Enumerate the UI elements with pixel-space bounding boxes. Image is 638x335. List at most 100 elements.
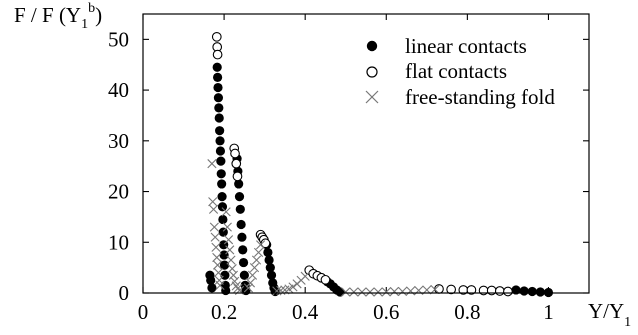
svg-text:Y/Y1: Y/Y1 — [588, 299, 631, 330]
point-free-standing-fold — [288, 282, 298, 292]
point-free-standing-fold — [251, 255, 262, 265]
point-linear-contacts — [217, 202, 228, 212]
point-linear-contacts — [236, 219, 246, 230]
point-linear-contacts — [219, 260, 230, 270]
point-free-standing-fold — [357, 287, 367, 297]
point-free-standing-fold — [272, 286, 282, 296]
point-free-standing-fold — [225, 245, 235, 255]
point-linear-contacts — [212, 62, 222, 72]
point-flat-contacts — [466, 285, 477, 295]
point-flat-contacts — [230, 148, 240, 159]
point-linear-contacts — [263, 247, 273, 258]
legend-label-fold: free-standing fold — [405, 85, 555, 109]
x-tick-label: 0.4 — [292, 300, 319, 324]
legend-marker-flat — [366, 66, 378, 78]
y-axis-label-sup: b — [88, 1, 95, 16]
point-free-standing-fold — [228, 270, 239, 280]
point-linear-contacts — [264, 255, 274, 265]
point-linear-contacts — [213, 82, 223, 93]
point-free-standing-fold — [397, 286, 408, 297]
legend-label-flat: flat contacts — [405, 59, 507, 83]
point-free-standing-fold — [341, 287, 351, 297]
point-linear-contacts — [215, 126, 225, 136]
point-linear-contacts — [235, 204, 245, 214]
point-flat-contacts — [211, 31, 222, 42]
svg-text:F / F (Y1b): F / F (Y1b) — [14, 1, 102, 32]
plot-frame — [142, 13, 590, 294]
point-flat-contacts — [446, 284, 456, 295]
point-free-standing-fold — [210, 232, 220, 242]
point-free-standing-fold — [208, 204, 219, 214]
point-linear-contacts — [238, 257, 249, 268]
point-free-standing-fold — [381, 287, 391, 297]
point-linear-contacts — [217, 192, 227, 202]
y-tick-label: 50 — [108, 27, 129, 51]
legend-label-linear: linear contacts — [405, 34, 527, 58]
y-tick-label: 0 — [119, 281, 130, 305]
point-free-standing-fold — [406, 286, 416, 296]
point-flat-contacts — [503, 286, 513, 297]
point-free-standing-fold — [300, 271, 310, 281]
y-tick-label: 30 — [108, 129, 129, 153]
point-free-standing-fold — [231, 281, 241, 291]
legend-marker-fold — [365, 90, 379, 104]
point-flat-contacts — [232, 171, 243, 182]
point-linear-contacts — [265, 263, 275, 273]
point-flat-contacts — [320, 274, 331, 285]
point-free-standing-fold — [255, 240, 266, 250]
point-free-standing-fold — [249, 263, 260, 273]
point-linear-contacts — [214, 113, 224, 123]
point-linear-contacts — [217, 179, 227, 189]
point-linear-contacts — [519, 286, 529, 296]
y-axis-label-base: F / F (Y — [14, 3, 81, 27]
x-tick-label: 0.2 — [211, 300, 237, 324]
point-linear-contacts — [535, 287, 545, 297]
y-tick-label: 10 — [108, 230, 129, 254]
point-free-standing-fold — [209, 222, 219, 232]
point-linear-contacts — [527, 286, 537, 297]
y-axis-label: F / F (Y1b) — [14, 1, 102, 32]
point-linear-contacts — [239, 270, 249, 280]
point-free-standing-fold — [389, 286, 399, 297]
x-tick-label: 0.8 — [454, 300, 480, 324]
point-free-standing-fold — [349, 287, 359, 297]
y-tick-label: 20 — [108, 180, 129, 204]
point-linear-contacts — [335, 287, 345, 297]
x-axis-label-sub: 1 — [624, 315, 631, 330]
x-tick-label: 1 — [543, 300, 554, 324]
point-linear-contacts — [234, 192, 245, 202]
point-linear-contacts — [218, 214, 228, 225]
point-linear-contacts — [206, 275, 216, 285]
point-linear-contacts — [213, 72, 223, 83]
point-free-standing-fold — [253, 247, 264, 258]
point-linear-contacts — [238, 245, 248, 255]
point-free-standing-fold — [247, 270, 258, 280]
point-free-standing-fold — [207, 159, 217, 169]
legend-marker-linear — [366, 40, 378, 52]
point-free-standing-fold — [226, 255, 236, 265]
point-free-standing-fold — [222, 222, 232, 232]
y-tick-label: 40 — [108, 78, 129, 102]
point-linear-contacts — [237, 232, 247, 242]
legend: linear contacts flat contacts free-stand… — [365, 34, 555, 109]
point-linear-contacts — [218, 227, 228, 237]
point-flat-contacts — [212, 49, 223, 60]
point-linear-contacts — [215, 146, 226, 156]
point-free-standing-fold — [212, 252, 222, 263]
point-linear-contacts — [511, 285, 521, 295]
point-linear-contacts — [266, 270, 277, 280]
point-free-standing-fold — [213, 260, 223, 270]
x-tick-label: 0 — [138, 300, 149, 324]
point-free-standing-fold — [430, 284, 440, 295]
point-free-standing-fold — [208, 197, 218, 207]
point-free-standing-fold — [373, 287, 383, 297]
point-linear-contacts — [214, 103, 224, 113]
point-linear-contacts — [234, 179, 244, 189]
x-axis-label-base: Y/Y — [588, 299, 624, 323]
point-linear-contacts — [216, 156, 226, 166]
y-axis-label-sub: 1 — [81, 17, 88, 32]
point-linear-contacts — [207, 283, 217, 293]
point-flat-contacts — [494, 286, 505, 296]
x-axis-label: Y/Y1 — [588, 299, 631, 330]
